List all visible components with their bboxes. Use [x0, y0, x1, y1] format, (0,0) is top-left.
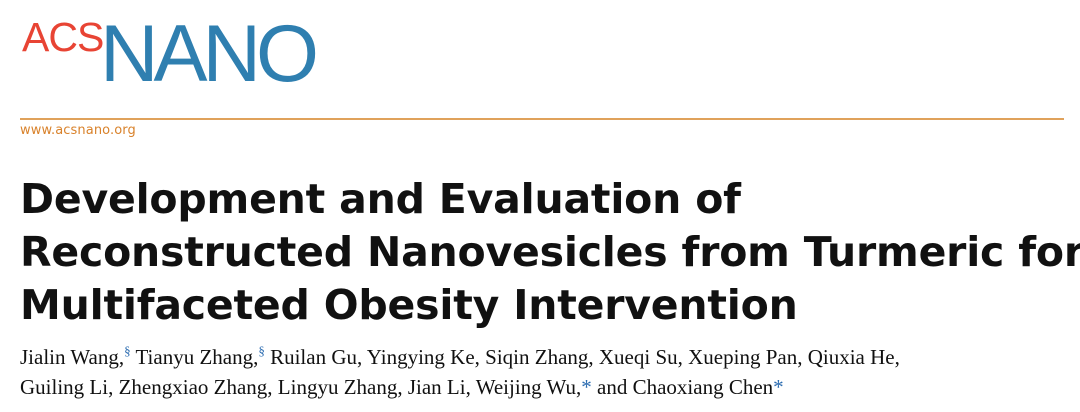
header-divider	[20, 118, 1064, 120]
author-line-1: Jialin Wang,§ Tianyu Zhang,§ Ruilan Gu, …	[20, 342, 1075, 372]
equal-contribution-mark: §	[124, 343, 131, 358]
corresponding-author-mark[interactable]: *	[773, 375, 784, 399]
journal-url-link[interactable]: www.acsnano.org	[20, 123, 136, 138]
author-names[interactable]: Ruilan Gu, Yingying Ke, Siqin Zhang, Xue…	[264, 345, 900, 369]
author-name[interactable]: Tianyu Zhang,	[130, 345, 259, 369]
author-names[interactable]: Guiling Li, Zhengxiao Zhang, Lingyu Zhan…	[20, 375, 582, 399]
logo-nano-text: NANO	[100, 9, 316, 90]
author-name[interactable]: and Chaoxiang Chen	[591, 375, 774, 399]
title-line-1: Development and Evaluation of	[20, 175, 741, 223]
equal-contribution-mark: §	[258, 343, 265, 358]
author-list: Jialin Wang,§ Tianyu Zhang,§ Ruilan Gu, …	[20, 342, 1075, 402]
journal-logo[interactable]: ACS NANO	[20, 0, 380, 90]
title-line-2: Reconstructed Nanovesicles from Turmeric…	[20, 228, 1080, 276]
logo-acs-text: ACS	[22, 14, 103, 60]
corresponding-author-mark[interactable]: *	[581, 375, 592, 399]
author-name[interactable]: Jialin Wang,	[20, 345, 125, 369]
title-line-3: Multifaceted Obesity Intervention	[20, 281, 798, 329]
author-line-2: Guiling Li, Zhengxiao Zhang, Lingyu Zhan…	[20, 372, 1075, 402]
article-title: Development and Evaluation of Reconstruc…	[20, 173, 1080, 332]
